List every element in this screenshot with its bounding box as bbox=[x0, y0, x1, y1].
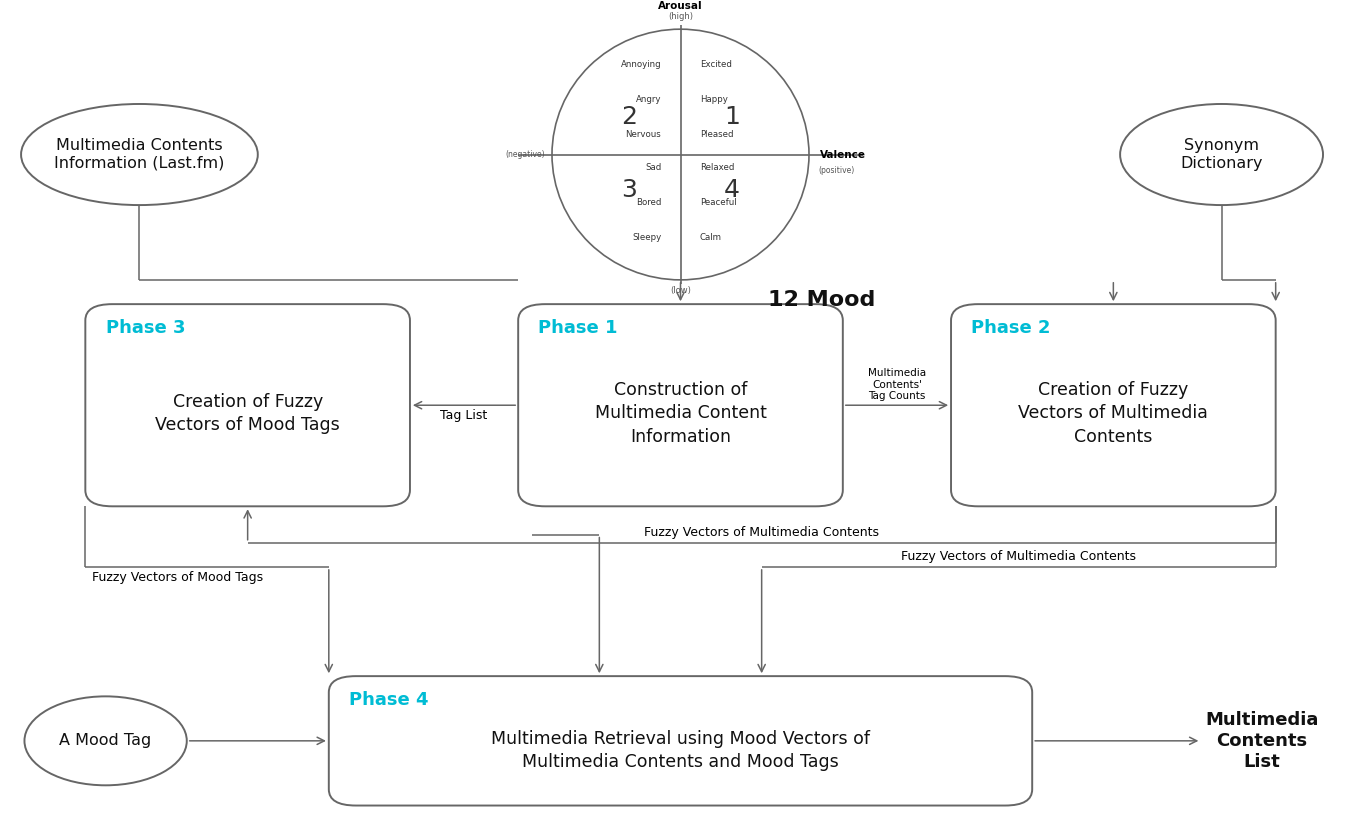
Text: Multimedia
Contents
List: Multimedia Contents List bbox=[1206, 711, 1319, 771]
FancyBboxPatch shape bbox=[951, 304, 1275, 506]
Text: Phase 3: Phase 3 bbox=[106, 318, 185, 337]
Text: Nervous: Nervous bbox=[626, 130, 661, 139]
Text: Synonym
Dictionary: Synonym Dictionary bbox=[1180, 138, 1263, 171]
Text: 2: 2 bbox=[621, 105, 637, 129]
Text: (negative): (negative) bbox=[505, 150, 546, 159]
Text: (high): (high) bbox=[668, 12, 693, 21]
Text: Sleepy: Sleepy bbox=[632, 233, 661, 241]
Ellipse shape bbox=[24, 696, 186, 785]
Text: (positive): (positive) bbox=[818, 166, 855, 175]
Text: Multimedia Contents
Information (Last.fm): Multimedia Contents Information (Last.fm… bbox=[54, 138, 225, 171]
Text: Annoying: Annoying bbox=[621, 59, 661, 69]
Ellipse shape bbox=[1120, 104, 1323, 205]
FancyBboxPatch shape bbox=[329, 676, 1032, 805]
Text: Excited: Excited bbox=[700, 59, 732, 69]
Text: Relaxed: Relaxed bbox=[700, 163, 734, 172]
Text: Sad: Sad bbox=[645, 163, 661, 172]
Text: Arousal: Arousal bbox=[659, 2, 702, 12]
Text: Fuzzy Vectors of Multimedia Contents: Fuzzy Vectors of Multimedia Contents bbox=[901, 550, 1136, 563]
Text: Happy: Happy bbox=[700, 95, 728, 104]
Text: Fuzzy Vectors of Mood Tags: Fuzzy Vectors of Mood Tags bbox=[93, 571, 263, 584]
Text: Multimedia Retrieval using Mood Vectors of
Multimedia Contents and Mood Tags: Multimedia Retrieval using Mood Vectors … bbox=[491, 730, 870, 771]
Text: Phase 2: Phase 2 bbox=[972, 318, 1051, 337]
Text: Creation of Fuzzy
Vectors of Multimedia
Contents: Creation of Fuzzy Vectors of Multimedia … bbox=[1018, 380, 1209, 446]
Text: Angry: Angry bbox=[636, 95, 661, 104]
Text: Construction of
Multimedia Content
Information: Construction of Multimedia Content Infor… bbox=[595, 380, 766, 446]
Text: A Mood Tag: A Mood Tag bbox=[60, 733, 151, 748]
Text: Peaceful: Peaceful bbox=[700, 198, 736, 207]
Text: Tag List: Tag List bbox=[441, 409, 487, 422]
Text: 12 Mood: 12 Mood bbox=[769, 290, 875, 310]
Text: Pleased: Pleased bbox=[700, 130, 734, 139]
Text: Creation of Fuzzy
Vectors of Mood Tags: Creation of Fuzzy Vectors of Mood Tags bbox=[155, 392, 340, 434]
Text: Calm: Calm bbox=[700, 233, 721, 241]
FancyBboxPatch shape bbox=[86, 304, 410, 506]
Text: Phase 1: Phase 1 bbox=[539, 318, 618, 337]
Text: (low): (low) bbox=[670, 287, 691, 295]
Ellipse shape bbox=[553, 29, 808, 280]
FancyBboxPatch shape bbox=[519, 304, 842, 506]
Text: Phase 4: Phase 4 bbox=[350, 691, 429, 709]
Text: 4: 4 bbox=[724, 178, 740, 202]
Text: Fuzzy Vectors of Multimedia Contents: Fuzzy Vectors of Multimedia Contents bbox=[644, 525, 879, 539]
Ellipse shape bbox=[20, 104, 257, 205]
Text: Valence: Valence bbox=[819, 149, 866, 159]
Text: Bored: Bored bbox=[636, 198, 661, 207]
Text: 3: 3 bbox=[621, 178, 637, 202]
Text: 1: 1 bbox=[724, 105, 740, 129]
Text: Multimedia
Contents'
Tag Counts: Multimedia Contents' Tag Counts bbox=[868, 368, 925, 401]
